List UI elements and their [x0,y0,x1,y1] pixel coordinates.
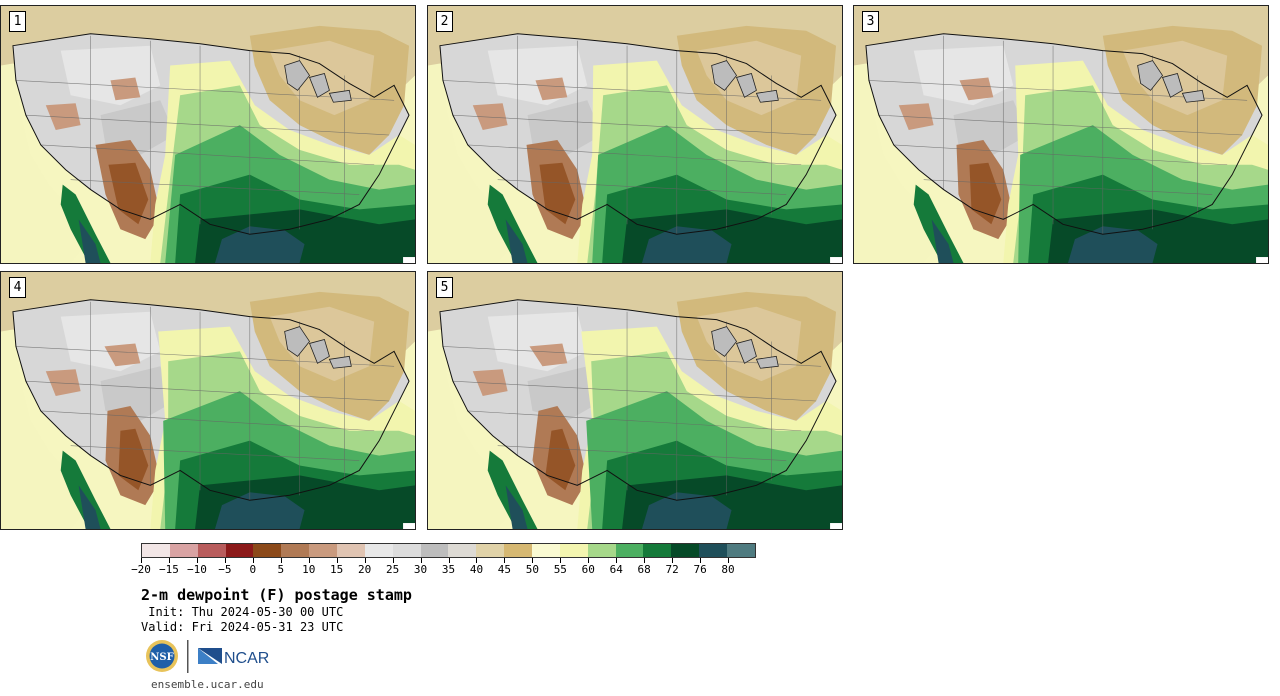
dewpoint-map [428,272,842,529]
colorbar-tick-label: 0 [249,563,257,576]
colorbar-tick-label: 35 [441,563,456,576]
colorbar-swatch [337,544,365,557]
colorbar-tick-label: 50 [525,563,539,576]
colorbar-swatch [392,544,421,557]
colorbar-tick [672,558,674,563]
panel-number-label: 5 [436,277,453,298]
colorbar-tick-label: 76 [693,563,707,576]
ensemble-member-panel: 3 [853,5,1269,264]
nsf-logo: NSF [146,640,178,672]
colorbar-swatch [420,544,449,557]
panel-number-label: 3 [862,11,879,32]
colorbar-tick [308,558,310,563]
colorbar-swatch [532,544,560,557]
logo-block: NSF NCAR [144,638,274,676]
colorbar-tick [392,558,394,563]
ensemble-member-panel: 2 [427,5,843,264]
dewpoint-map [854,6,1268,263]
colorbar-swatch [727,544,755,557]
colorbar-tick [252,558,254,563]
colorbar-swatch [253,544,282,557]
dewpoint-map [1,272,415,529]
colorbar-swatch [615,544,644,557]
colorbar-swatch [559,544,588,557]
colorbar-swatch [476,544,505,557]
colorbar-tick-label: 72 [665,563,679,576]
colorbar-swatch [169,544,198,557]
colorbar-tick [476,558,478,563]
dewpoint-map [428,6,842,263]
colorbar-tick-label: −15 [159,563,179,576]
ncar-logo-text: NCAR [224,650,269,667]
colorbar-swatch [225,544,254,557]
colorbar-swatch [587,544,616,557]
ensemble-member-panel: 5 [427,271,843,530]
panel-number-label: 4 [9,277,26,298]
colorbar-tick [560,558,562,563]
colorbar-tick-label: 5 [277,563,285,576]
colorbar-swatch [671,544,700,557]
colorbar-tick-label: 15 [330,563,344,576]
chart-title: 2-m dewpoint (F) postage stamp [141,586,412,604]
colorbar-tick-label: −20 [131,563,151,576]
colorbar-swatch [699,544,728,557]
panel-number-label: 1 [9,11,26,32]
colorbar-tick [141,558,142,563]
dewpoint-colorbar [141,543,756,558]
colorbar-tick-label: 45 [497,563,512,576]
colorbar-tick-label: −5 [218,563,232,576]
colorbar-swatch [448,544,477,557]
colorbar-swatch [643,544,672,557]
ensemble-member-panel: 1 [0,5,416,264]
colorbar-tick-label: 20 [358,563,372,576]
colorbar-tick [588,558,590,563]
colorbar-tick [224,558,226,563]
colorbar-tick-label: 10 [302,563,316,576]
colorbar-swatch [504,544,533,557]
init-time: Init: Thu 2024-05-30 00 UTC [141,605,344,619]
colorbar-tick [728,558,730,563]
colorbar-tick [336,558,338,563]
colorbar-swatch [197,544,226,557]
colorbar-tick-label: 30 [413,563,428,576]
colorbar-swatch [142,544,170,557]
colorbar-swatch [364,544,393,557]
colorbar-tick-labels: −20 −15 −10 −5 0 5 10 15 20 25 30 35 40 45 50 55 60 64 68 7… [131,558,756,578]
colorbar-tick-label: 55 [553,563,567,576]
site-url: ensemble.ucar.edu [151,678,264,691]
colorbar-tick-label: 80 [721,563,735,576]
colorbar-tick [700,558,702,563]
valid-time: Valid: Fri 2024-05-31 23 UTC [141,620,344,634]
ensemble-member-panel: 4 [0,271,416,530]
dewpoint-map [1,6,415,263]
colorbar-tick [504,558,506,563]
colorbar-tick-label: 64 [609,563,623,576]
colorbar-tick-label: −10 [186,563,207,576]
ncar-logo: NCAR [198,648,269,667]
colorbar-tick [364,558,366,563]
colorbar-tick [196,558,198,563]
nsf-logo-text: NSF [150,652,173,663]
colorbar-tick [644,558,646,563]
colorbar-tick [616,558,618,563]
colorbar-tick-label: 25 [385,563,400,576]
colorbar-tick [448,558,450,563]
logo-divider [187,640,189,673]
colorbar-swatch [309,544,338,557]
colorbar-tick [420,558,422,563]
colorbar-tick-label: 40 [469,563,484,576]
colorbar-tick [280,558,282,563]
colorbar-swatch [281,544,310,557]
panel-number-label: 2 [436,11,453,32]
colorbar-tick-label: 60 [581,563,595,576]
colorbar-tick-label: 68 [637,563,651,576]
colorbar-tick [168,558,170,563]
colorbar-tick [532,558,534,563]
